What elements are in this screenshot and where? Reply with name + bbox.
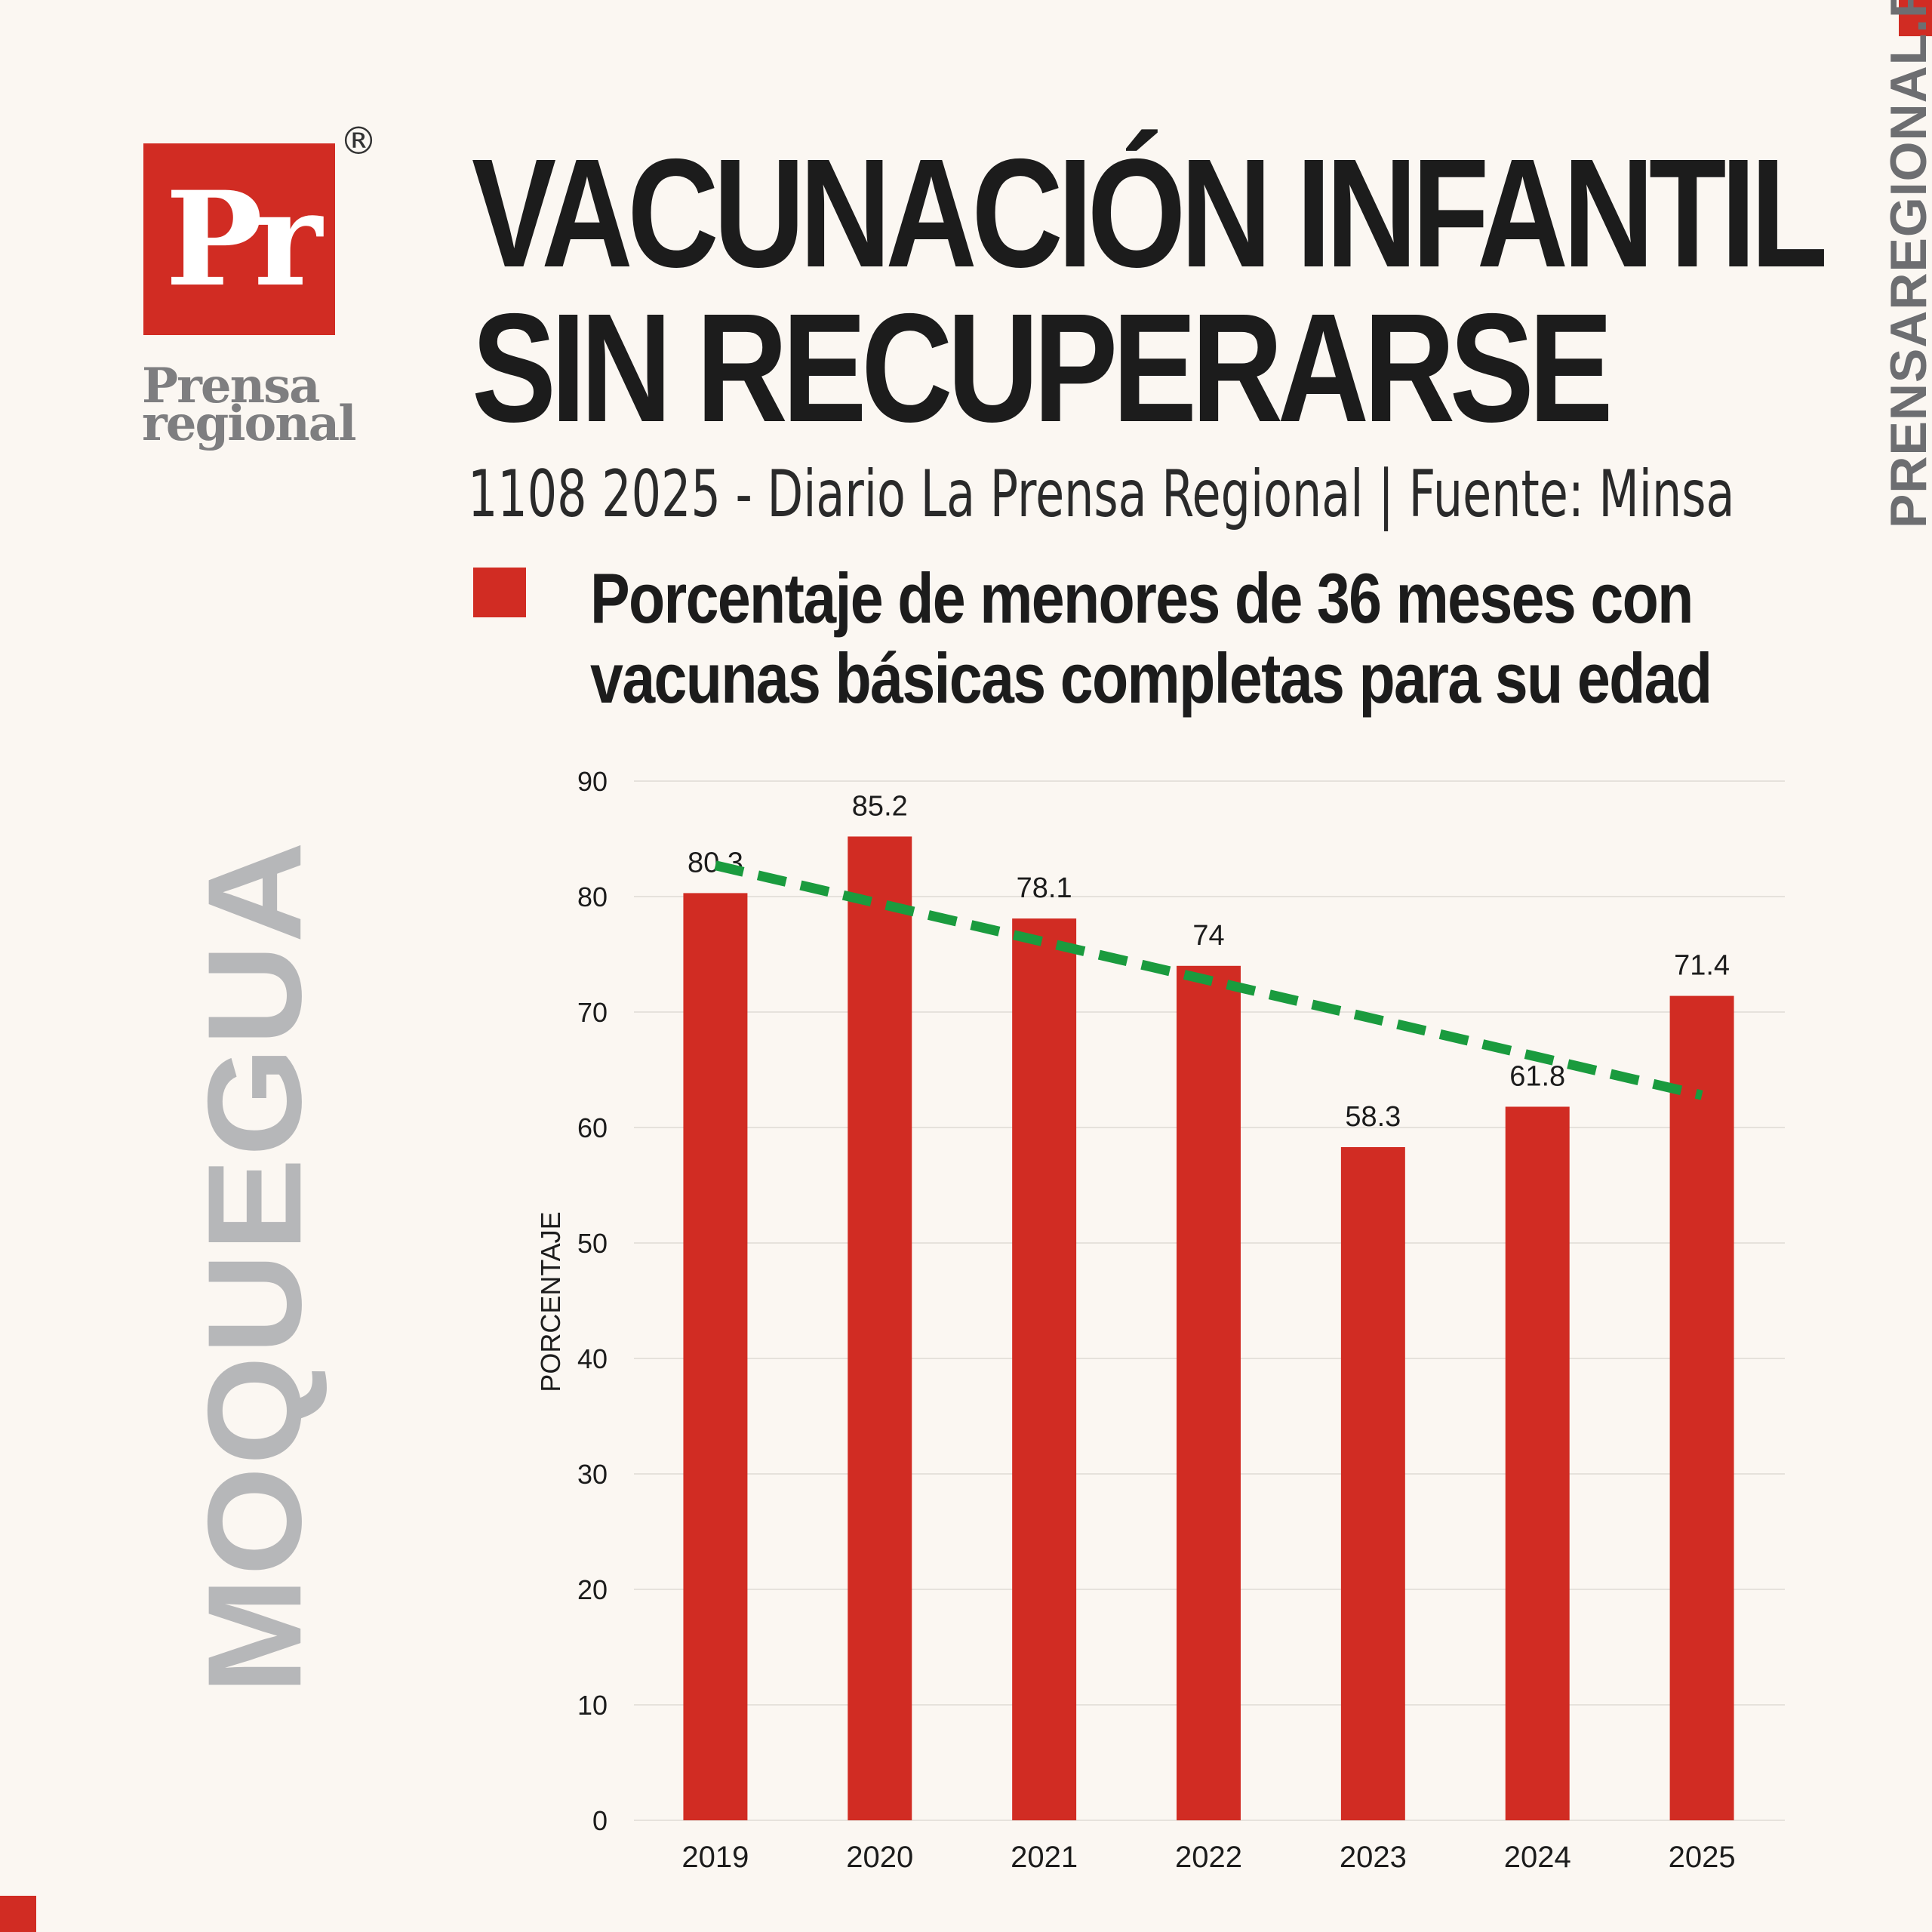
trendline-group bbox=[714, 860, 1703, 1100]
y-axis-label: PORCENTAJE bbox=[535, 1211, 566, 1392]
bars bbox=[683, 836, 1734, 1820]
corner-accent-bottom bbox=[0, 1896, 36, 1932]
y-tick-label: 70 bbox=[577, 997, 608, 1028]
logo-name-line1: Prensa bbox=[142, 358, 321, 414]
x-axis-ticks: 2019 2020 2021 2022 2023 2024 2025 bbox=[681, 1841, 1735, 1874]
registered-mark: ® bbox=[340, 119, 377, 163]
data-label: 71.4 bbox=[1674, 950, 1730, 982]
legend-line2: vacunas básicas completas para su edad bbox=[590, 638, 1712, 718]
y-tick-label: 20 bbox=[577, 1574, 608, 1605]
corner-accent-top bbox=[1899, 0, 1932, 36]
x-tick-label: 2020 bbox=[846, 1841, 913, 1874]
y-tick-label: 90 bbox=[577, 766, 608, 797]
x-tick-label: 2024 bbox=[1504, 1841, 1571, 1874]
y-tick-label: 60 bbox=[577, 1112, 608, 1143]
x-tick-label: 2025 bbox=[1669, 1841, 1736, 1874]
y-tick-label: 40 bbox=[577, 1343, 608, 1374]
y-tick-label: 10 bbox=[577, 1690, 608, 1721]
y-tick-label: 80 bbox=[577, 881, 608, 912]
trendline bbox=[714, 860, 1703, 1100]
bar bbox=[1012, 918, 1077, 1820]
x-tick-label: 2019 bbox=[681, 1841, 749, 1874]
y-axis-ticks: 0 10 20 30 40 50 60 70 80 90 bbox=[577, 766, 608, 1836]
data-label: 85.2 bbox=[852, 790, 908, 822]
logo-name-line2: regional bbox=[142, 395, 356, 452]
logo: Pr bbox=[143, 143, 335, 335]
y-tick-label: 50 bbox=[577, 1228, 608, 1259]
y-tick-label: 30 bbox=[577, 1459, 608, 1490]
data-label: 78.1 bbox=[1017, 872, 1072, 904]
bar bbox=[1340, 1147, 1405, 1820]
data-label: 74 bbox=[1192, 920, 1224, 952]
x-tick-label: 2022 bbox=[1175, 1841, 1242, 1874]
x-tick-label: 2023 bbox=[1340, 1841, 1407, 1874]
subtitle: 1108 2025 - Diario La Prensa Regional | … bbox=[468, 457, 1735, 532]
y-tick-label: 0 bbox=[592, 1805, 608, 1836]
title-line2: SIN RECUPERARSE bbox=[472, 281, 1614, 454]
bar bbox=[1177, 965, 1241, 1820]
data-label: 61.8 bbox=[1509, 1060, 1565, 1092]
bar bbox=[1505, 1106, 1570, 1820]
legend-text: Porcentaje de menores de 36 meses con va… bbox=[590, 558, 1712, 718]
x-tick-label: 2021 bbox=[1011, 1841, 1078, 1874]
bar bbox=[848, 836, 912, 1820]
legend-swatch bbox=[473, 568, 526, 617]
bar bbox=[1669, 995, 1734, 1820]
data-label: 58.3 bbox=[1345, 1101, 1401, 1133]
legend-line1: Porcentaje de menores de 36 meses con bbox=[590, 558, 1694, 638]
logo-mark: Pr bbox=[165, 162, 322, 315]
bar bbox=[683, 893, 748, 1820]
